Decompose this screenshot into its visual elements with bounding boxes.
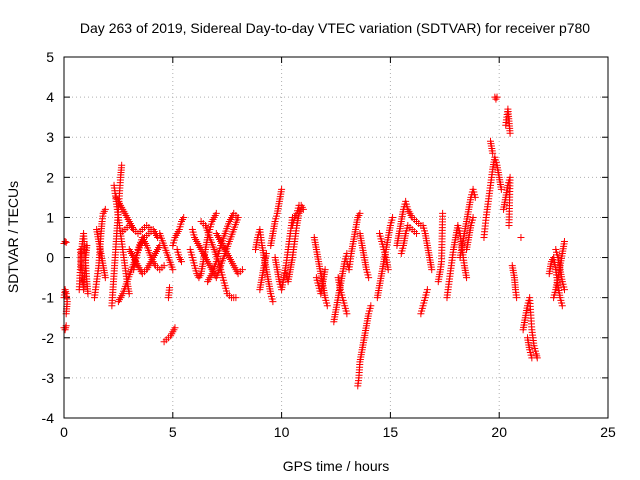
data-point [118,161,126,169]
y-tick-label: 4 [46,89,54,105]
x-tick-label: 5 [169,424,177,440]
y-tick-label: -4 [42,410,55,426]
x-tick-label: 15 [383,424,399,440]
data-point [439,209,447,217]
data-point [234,213,242,221]
data-point [132,254,140,262]
data-point [131,260,139,268]
data-point [212,209,220,217]
data-point [130,266,138,274]
data-point [528,354,536,362]
data-point [160,262,168,270]
y-tick-label: -2 [42,330,55,346]
data-point [493,93,501,101]
data-point [238,266,246,274]
data-point [389,213,397,221]
data-point [131,257,139,265]
y-axis-label: SDTVAR / TECUs [5,181,21,293]
data-point [178,258,186,266]
data-point [147,225,155,233]
data-point [133,251,141,259]
data-point [469,213,477,221]
data-point [180,213,188,221]
data-point [471,193,479,201]
data-point [343,310,351,318]
data-point [513,294,521,302]
data-point [560,238,568,246]
chart-points [60,93,568,390]
data-point [171,324,179,332]
y-tick-label: 5 [46,49,54,65]
x-tick-label: 25 [600,424,616,440]
data-point [133,248,141,256]
data-point [506,129,514,137]
data-point [517,234,525,241]
data-point [154,234,162,241]
y-tick-label: 3 [46,129,54,145]
y-tick-label: -1 [42,290,55,306]
data-point [356,209,364,217]
y-tick-label: -3 [42,370,55,386]
data-point [101,274,109,282]
data-point [130,263,138,271]
chart-title: Day 263 of 2019, Sidereal Day-to-day VTE… [80,20,590,36]
plot-frame [63,56,609,419]
data-point [84,290,92,298]
y-tick-label: 0 [46,250,54,266]
data-point [489,149,497,157]
y-tick-label: 2 [46,169,54,185]
data-point [169,266,177,274]
data-point [367,302,375,310]
data-point [61,238,69,246]
data-point [232,294,240,302]
data-point [497,185,505,193]
data-point [558,302,566,310]
x-tick-label: 20 [491,424,507,440]
data-point [83,242,91,250]
data-point [463,274,471,282]
data-point [299,205,307,213]
y-tick-label: 1 [46,209,54,225]
data-point [423,286,431,294]
data-point [365,274,373,282]
data-point [321,266,329,274]
x-axis-label: GPS time / hours [283,458,390,474]
x-tick-label: 10 [274,424,290,440]
data-point [278,185,286,193]
data-point [384,266,392,274]
data-point [101,205,109,213]
data-point [269,298,277,306]
x-tick-label: 0 [60,424,68,440]
data-point [323,302,331,310]
data-point [262,250,270,258]
data-point [125,290,133,298]
data-point [428,266,436,274]
data-point [505,221,513,229]
data-point [560,286,568,294]
data-point [166,284,174,292]
data-point [413,229,421,237]
